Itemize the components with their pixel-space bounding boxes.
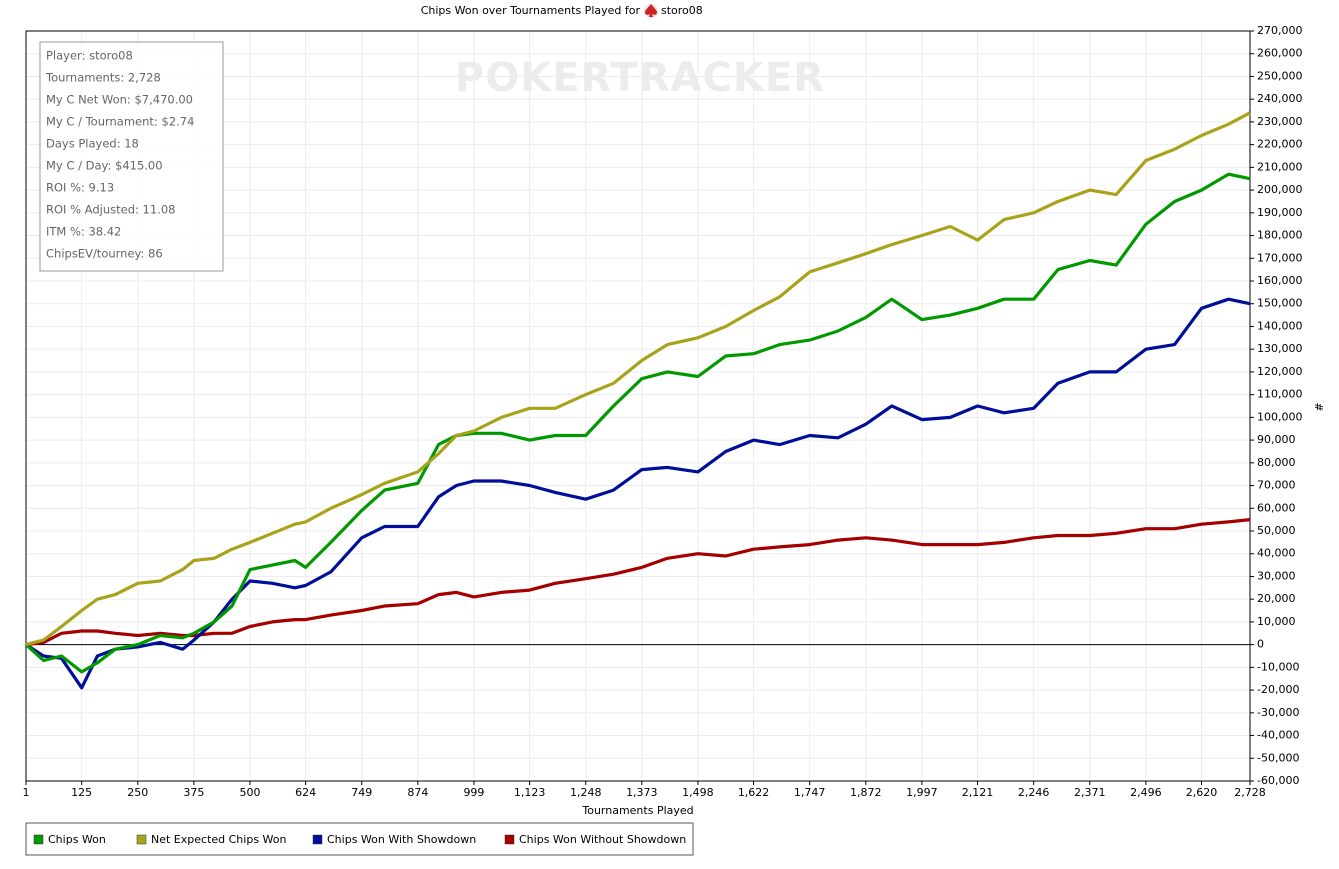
- x-tick-label: 1,498: [682, 786, 714, 799]
- y-tick-label: 200,000: [1257, 183, 1303, 196]
- x-tick-label: 1,248: [570, 786, 602, 799]
- series-line: [25, 297, 1251, 690]
- y-tick-label: 160,000: [1257, 274, 1303, 287]
- spade-icon: [644, 4, 658, 18]
- x-tick-label: 2,246: [1018, 786, 1050, 799]
- y-tick-label: 60,000: [1257, 501, 1296, 514]
- plot-area: -60,000 -50,000 -40,000 -30,000 -20,000 -10,0…: [23, 24, 1303, 799]
- legend-label: Chips Won With Showdown: [327, 833, 476, 846]
- y-tick-label: 140,000: [1257, 319, 1303, 332]
- y-tick-label: 190,000: [1257, 206, 1303, 219]
- x-tick-label: 1,997: [906, 786, 938, 799]
- stats: Player: storo08 Tournaments: 2,728 My C Ne…: [45, 49, 194, 261]
- x-tick-label: 2,620: [1186, 786, 1218, 799]
- stat-line: Days Played: 18: [46, 137, 139, 151]
- y-tick-label: 220,000: [1257, 138, 1303, 151]
- chart-title: Chips Won over Tournaments Played for: [421, 4, 641, 17]
- x-tick-label: 2,121: [962, 786, 994, 799]
- stat-line: ChipsEV/tourney: 86: [46, 247, 163, 261]
- legend-label: Chips Won Without Showdown: [519, 833, 686, 846]
- legend-swatch: [504, 834, 515, 845]
- x-tick-label: 2,371: [1074, 786, 1106, 799]
- series-line: [24, 172, 1251, 674]
- x-tick-label: 375: [183, 786, 204, 799]
- legend-swatch: [33, 834, 44, 845]
- x-axis-label: Tournaments Played: [581, 804, 693, 817]
- x-tick-label: 874: [407, 786, 428, 799]
- x-tick-label: 1,123: [514, 786, 546, 799]
- x-tick-label: 1,373: [626, 786, 658, 799]
- y-tick-label: 40,000: [1257, 547, 1296, 560]
- watermark: POKERTRACKER: [455, 55, 825, 101]
- y-tick-label: 150,000: [1257, 297, 1303, 310]
- stat-line: Player: storo08: [46, 49, 133, 63]
- stat-line: My C / Day: $415.00: [46, 159, 163, 173]
- x-tick-label: 2,496: [1130, 786, 1162, 799]
- y-tick-label: 20,000: [1257, 592, 1296, 605]
- y-tick-label: -20,000: [1257, 683, 1299, 696]
- y-tick-label: 170,000: [1257, 251, 1303, 264]
- y-tick-label: 70,000: [1257, 479, 1296, 492]
- y-axis-label: #: [1312, 402, 1325, 411]
- y-tick-label: 10,000: [1257, 615, 1296, 628]
- y-tick-label: 120,000: [1257, 365, 1303, 378]
- y-tick-label: 260,000: [1257, 47, 1303, 60]
- x-tick-label: 749: [351, 786, 372, 799]
- y-tick-label: 80,000: [1257, 456, 1296, 469]
- y-tick-label: 90,000: [1257, 433, 1296, 446]
- chart-title-player: storo08: [661, 4, 703, 17]
- stat-line: My C / Tournament: $2.74: [46, 115, 194, 129]
- legend: Chips Won Net Expected Chips Won Chips Won…: [33, 833, 686, 846]
- y-tick-label: 30,000: [1257, 569, 1296, 582]
- y-tick-label: 130,000: [1257, 342, 1303, 355]
- stats-box: [39, 41, 224, 272]
- x-tick-label: 2,728: [1234, 786, 1266, 799]
- stat-line: My C Net Won: $7,470.00: [46, 93, 193, 107]
- x-tick-label: 125: [71, 786, 92, 799]
- x-tick-label: 250: [127, 786, 148, 799]
- legend-swatch: [312, 834, 323, 845]
- x-tick-label: 1: [23, 786, 30, 799]
- x-tick-label: 1,872: [850, 786, 882, 799]
- stat-line: ROI % Adjusted: 11.08: [46, 203, 175, 217]
- legend-swatch: [136, 834, 147, 845]
- y-tick-label: -30,000: [1257, 706, 1299, 719]
- y-tick-label: 50,000: [1257, 524, 1296, 537]
- y-tick-label: 210,000: [1257, 160, 1303, 173]
- y-tick-label: -60,000: [1257, 774, 1299, 787]
- y-tick-label: 250,000: [1257, 69, 1303, 82]
- stat-line: ROI %: 9.13: [46, 181, 114, 195]
- stat-line: Tournaments: 2,728: [45, 71, 161, 85]
- y-tick-label: 270,000: [1257, 24, 1303, 37]
- stat-line: ITM %: 38.42: [46, 225, 121, 239]
- y-tick-label: 100,000: [1257, 410, 1303, 423]
- y-tick-label: -50,000: [1257, 751, 1299, 764]
- y-tick-label: 180,000: [1257, 229, 1303, 242]
- legend-label: Net Expected Chips Won: [151, 833, 287, 846]
- x-tick-label: 1,747: [794, 786, 826, 799]
- y-tick-label: 240,000: [1257, 92, 1303, 105]
- y-tick-label: 0: [1257, 638, 1264, 651]
- x-tick-label: 500: [239, 786, 260, 799]
- y-tick-label: 230,000: [1257, 115, 1303, 128]
- plot-border: [25, 30, 1251, 782]
- legend-label: Chips Won: [48, 833, 106, 846]
- x-tick-label: 1,622: [738, 786, 770, 799]
- x-tick-label: 624: [295, 786, 316, 799]
- x-tick-label: 999: [463, 786, 484, 799]
- y-tick-label: -10,000: [1257, 660, 1299, 673]
- y-tick-label: -40,000: [1257, 729, 1299, 742]
- y-tick-label: 110,000: [1257, 388, 1303, 401]
- series-line: [25, 111, 1251, 647]
